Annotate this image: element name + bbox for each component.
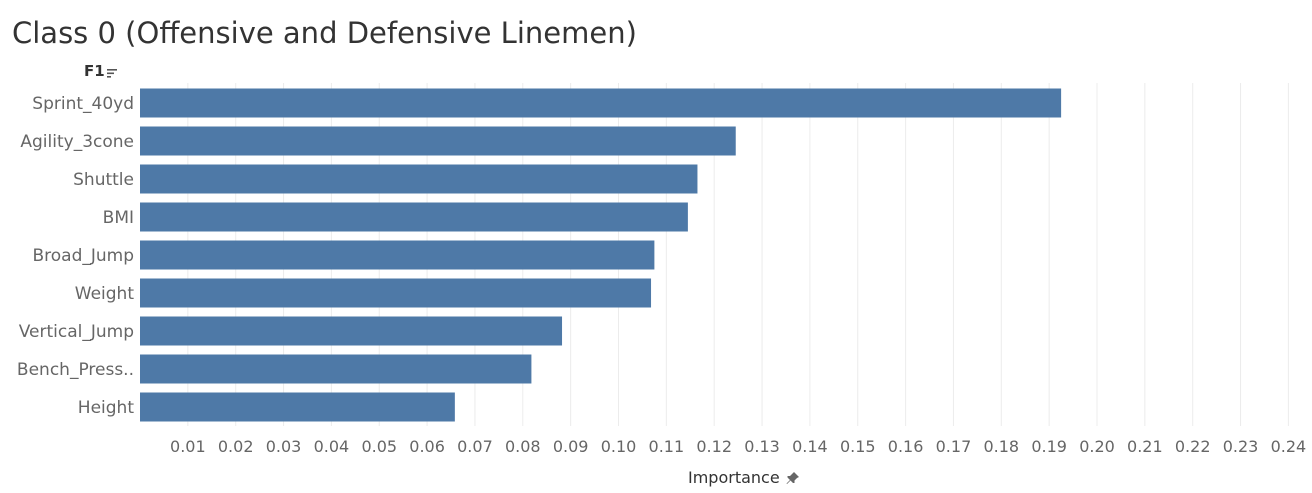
- x-tick-label: 0.24: [1271, 437, 1307, 456]
- x-tick-label: 0.15: [840, 437, 876, 456]
- x-tick-label: 0.10: [601, 437, 637, 456]
- x-tick-label: 0.16: [888, 437, 924, 456]
- x-tick-label: 0.21: [1127, 437, 1163, 456]
- x-tick-label: 0.11: [649, 437, 685, 456]
- category-label: Shuttle: [73, 170, 134, 190]
- bar[interactable]: [140, 278, 652, 308]
- bar[interactable]: [140, 164, 698, 194]
- category-label: Weight: [75, 284, 135, 304]
- x-tick-label: 0.22: [1175, 437, 1211, 456]
- x-tick-label: 0.06: [409, 437, 445, 456]
- x-tick-label: 0.17: [936, 437, 972, 456]
- bar[interactable]: [140, 240, 655, 270]
- x-tick-label: 0.01: [170, 437, 206, 456]
- x-tick-label: 0.02: [218, 437, 254, 456]
- bar[interactable]: [140, 202, 688, 232]
- bar[interactable]: [140, 354, 532, 384]
- category-label: Vertical_Jump: [19, 322, 134, 342]
- bar[interactable]: [140, 316, 563, 346]
- bars: [140, 88, 1062, 422]
- x-axis-title[interactable]: Importance: [688, 468, 800, 487]
- sort-descending-icon[interactable]: [106, 67, 118, 79]
- x-tick-label: 0.13: [744, 437, 780, 456]
- category-label: Bench_Press..: [17, 360, 134, 380]
- x-tick-label: 0.04: [314, 437, 350, 456]
- x-tick-label: 0.23: [1223, 437, 1259, 456]
- x-tick-label: 0.20: [1079, 437, 1115, 456]
- bar[interactable]: [140, 392, 455, 422]
- pin-icon[interactable]: [786, 471, 800, 485]
- x-tick-label: 0.07: [457, 437, 493, 456]
- x-tick-label: 0.14: [792, 437, 828, 456]
- category-label: BMI: [103, 208, 134, 228]
- field-header[interactable]: F1: [84, 62, 118, 80]
- x-tick-label: 0.05: [361, 437, 397, 456]
- x-tick-label: 0.08: [505, 437, 541, 456]
- chart-title: Class 0 (Offensive and Defensive Linemen…: [12, 16, 637, 50]
- bar[interactable]: [140, 88, 1062, 118]
- category-label: Sprint_40yd: [32, 94, 134, 114]
- field-header-label: F1: [84, 62, 105, 80]
- category-label: Agility_3cone: [20, 132, 134, 152]
- category-label: Broad_Jump: [32, 246, 134, 266]
- x-tick-label: 0.19: [1031, 437, 1067, 456]
- x-axis-title-label: Importance: [688, 468, 780, 487]
- x-tick-label: 0.18: [983, 437, 1019, 456]
- category-label: Height: [78, 398, 135, 418]
- x-tick-label: 0.12: [696, 437, 732, 456]
- category-labels: Sprint_40yd Agility_3cone Shuttle BMI Broad_…: [17, 94, 134, 418]
- bar[interactable]: [140, 126, 736, 156]
- x-tick-label: 0.03: [266, 437, 302, 456]
- x-tick-labels: 0.01 0.02 0.03 0.04 0.05 0.06 0.07 0.08 0.09 0.10…: [170, 437, 1306, 456]
- x-tick-label: 0.09: [553, 437, 589, 456]
